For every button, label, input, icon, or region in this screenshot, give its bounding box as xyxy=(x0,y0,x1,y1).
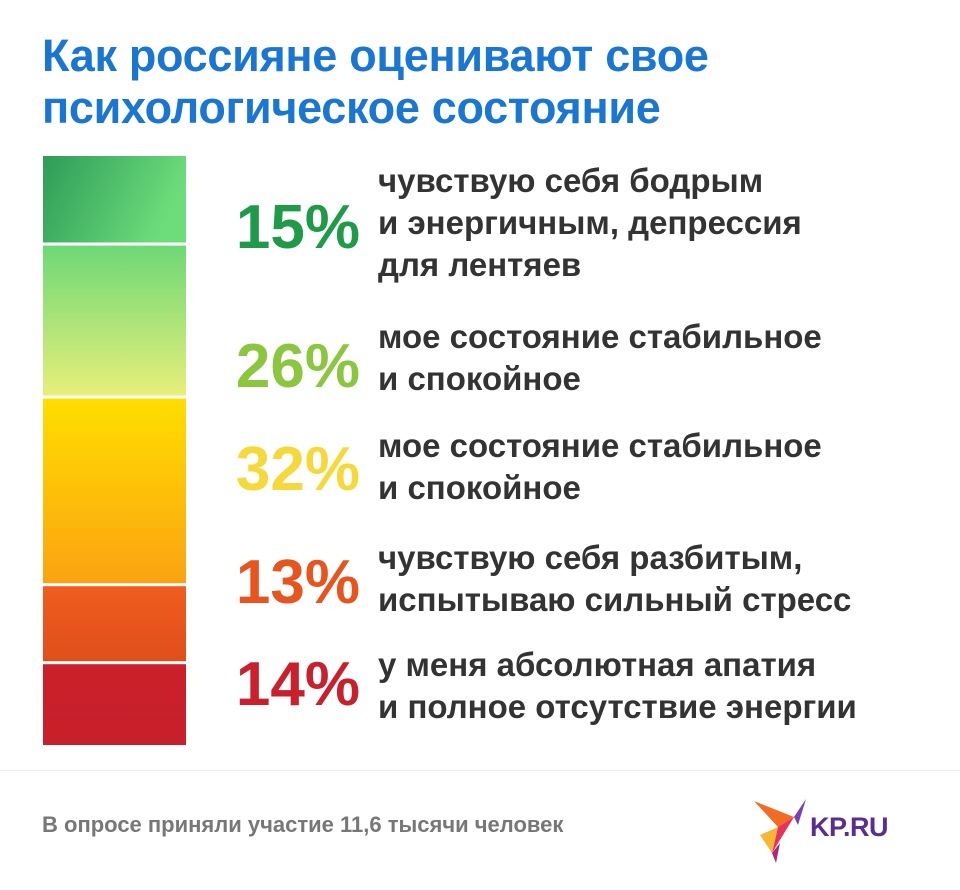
percent-label-1: 15% xyxy=(236,193,360,262)
item-1-line-1: чувствую себя бодрым xyxy=(378,162,764,199)
percent-label-5: 14% xyxy=(236,650,360,719)
chart-title-line-1: Как россияне оценивают свое xyxy=(42,30,709,81)
percent-label-2: 26% xyxy=(236,332,360,401)
footer-divider xyxy=(0,770,960,771)
item-description-4: чувствую себя разбитым, испытываю сильны… xyxy=(378,537,938,621)
chart-title: Как россияне оценивают свое психологичес… xyxy=(42,30,922,134)
bar-segment-5 xyxy=(43,664,186,745)
chart-title-line-2: психологическое состояние xyxy=(42,82,661,133)
bar-segment-4 xyxy=(43,586,186,662)
percent-labels: 15% 26% 32% 13% 14% xyxy=(236,193,360,719)
survey-note: В опросе приняли участие 11,6 тысячи чел… xyxy=(42,812,564,837)
item-4-line-1: чувствую себя разбитым, xyxy=(378,539,803,576)
bar-segments xyxy=(43,156,186,745)
bar-segment-1 xyxy=(43,156,186,243)
item-1-line-3: для лентяев xyxy=(378,246,582,283)
item-5-line-1: у меня абсолютная апатия xyxy=(378,646,817,683)
item-2-line-1: мое состояние стабильное xyxy=(378,318,822,355)
bar-segment-2 xyxy=(43,245,186,396)
item-3-line-1: мое состояние стабильное xyxy=(378,427,822,464)
item-description-5: у меня абсолютная апатия и полное отсутс… xyxy=(378,644,938,728)
bird-logo-icon xyxy=(754,799,806,863)
item-5-line-2: и полное отсутствие энергии xyxy=(378,688,857,725)
item-description-1: чувствую себя бодрым и энергичным, депре… xyxy=(378,160,938,286)
item-1-line-2: и энергичным, депрессия xyxy=(378,204,802,241)
item-3-line-2: и спокойное xyxy=(378,469,581,506)
item-4-line-2: испытываю сильный стресс xyxy=(378,581,852,618)
kp-logo[interactable]: KP.RU xyxy=(750,795,940,865)
percent-label-3: 32% xyxy=(236,435,360,504)
logo-text: KP.RU xyxy=(810,812,889,842)
item-description-2: мое состояние стабильное и спокойное xyxy=(378,316,938,400)
item-description-3: мое состояние стабильное и спокойное xyxy=(378,425,938,509)
percent-label-4: 13% xyxy=(236,548,360,617)
item-2-line-2: и спокойное xyxy=(378,360,581,397)
bar-segment-3 xyxy=(43,398,186,584)
